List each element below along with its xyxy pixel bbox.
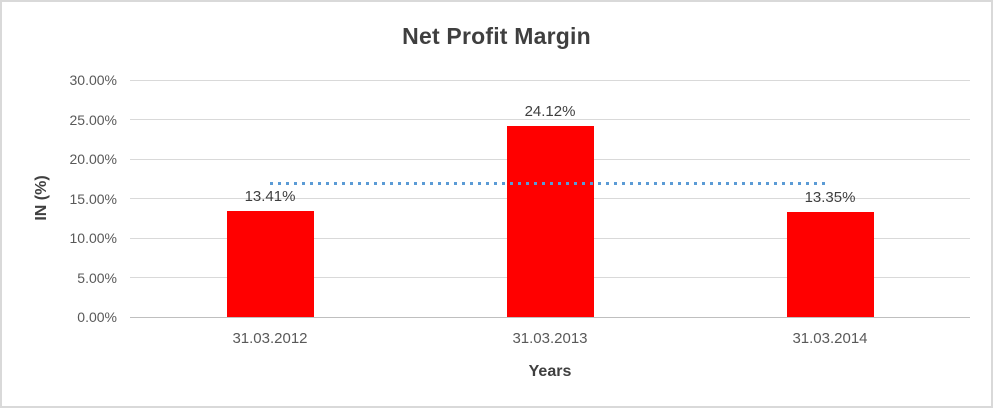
y-axis-tick-label: 20.00% xyxy=(69,151,117,167)
x-axis-line xyxy=(130,316,970,318)
trendline xyxy=(270,181,830,185)
x-axis-tick-label: 31.03.2012 xyxy=(232,330,308,347)
gridline xyxy=(130,79,970,81)
y-axis-tick-label: 10.00% xyxy=(69,230,117,246)
y-axis-tick-label: 5.00% xyxy=(77,269,117,286)
y-axis-tick-label: 30.00% xyxy=(69,72,117,88)
x-axis-tick-label: 31.03.2014 xyxy=(792,330,868,347)
y-axis-tick-label: 25.00% xyxy=(69,111,117,128)
chart-title: Net Profit Margin xyxy=(402,23,591,49)
bar xyxy=(226,211,314,317)
bar xyxy=(506,126,594,317)
bar-data-label: 13.41% xyxy=(244,188,296,206)
bar-data-label: 24.12% xyxy=(524,103,576,121)
y-axis-tick-label: 15.00% xyxy=(69,190,117,207)
bar xyxy=(786,211,874,317)
x-axis-title: Years xyxy=(528,363,572,380)
gridline xyxy=(130,119,970,120)
bar-data-label: 13.35% xyxy=(804,188,856,206)
x-axis-tick-label: 31.03.2013 xyxy=(512,330,588,347)
y-axis-tick-label: 0.00% xyxy=(77,309,117,325)
